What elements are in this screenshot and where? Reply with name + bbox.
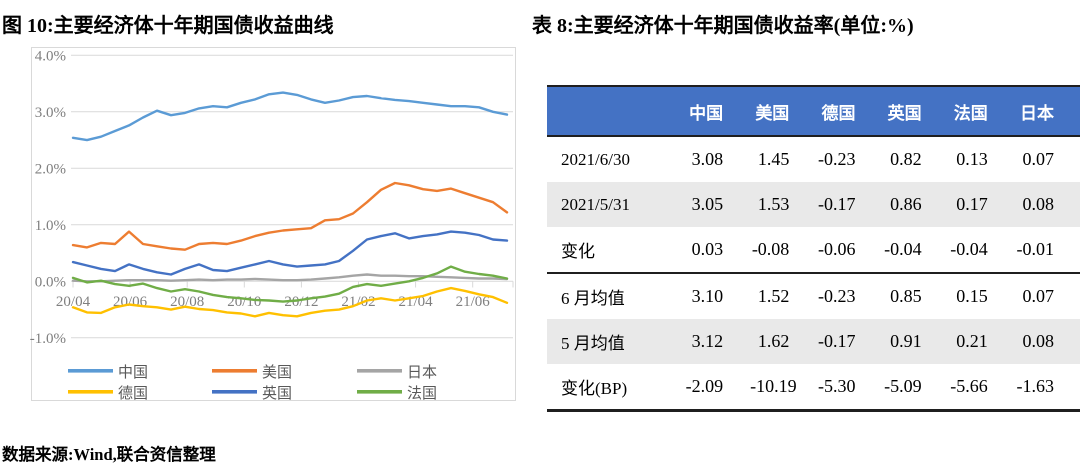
table-cell-value: -5.30 [817,376,856,396]
legend-swatch [357,369,402,373]
series-line-japan [71,273,509,283]
table-cell-value: -5.09 [884,376,922,396]
table-cell-value: 0.21 [956,331,988,351]
series-line-uk [71,230,509,276]
table-title: 表 8:主要经济体十年期国债收益率(单位:%) [532,15,914,37]
table-cell-value: 3.08 [691,149,724,169]
table-header-cell: 英国 [881,86,948,136]
table-row-label: 变化 [561,242,595,261]
table-cell-value: 0.91 [890,331,922,351]
table-cell-value: -0.08 [751,239,790,259]
y-axis-tick-label: 0.0% [35,274,66,290]
table-row: 2021/6/30 3.08 1.45 -0.23 0.82 0.13 0.07 [547,136,1080,182]
legend-item-japan: 日本 [357,364,437,381]
table-cell-value: -0.23 [817,286,856,306]
table-cell-value: -0.06 [817,239,856,259]
legend-swatch [212,369,257,373]
table-row-label: 2021/6/30 [561,149,630,169]
legend-label: 中国 [118,364,148,381]
table-cell-value: 0.15 [956,286,988,306]
table-cell-value: 1.62 [757,331,790,351]
legend-label: 德国 [118,384,148,402]
table-cell-value: -5.66 [950,376,988,396]
table-cell-value: -0.04 [884,239,922,259]
series-line-china [71,91,509,142]
table-header-cell: 美国 [749,86,816,136]
legend-label: 美国 [262,364,292,381]
legend-label: 英国 [262,384,292,402]
series-line-france [71,265,509,303]
legend-item-us: 美国 [212,364,292,381]
table-row-label: 2021/5/31 [561,194,630,214]
table-cell-value: 0.13 [956,149,988,169]
table-cell-value: -0.01 [1016,239,1055,259]
table-header-cell: 中国 [683,86,750,136]
table-corner-cell [547,86,683,136]
table-cell-value: 0.17 [956,194,988,214]
x-axis-tick-label: 21/06 [456,294,491,310]
table-cell-value: 1.45 [757,149,790,169]
table-row: 变化(BP) -2.09 -10.19 -5.30 -5.09 -5.66 -1.63 [547,364,1080,411]
table-cell-value: 0.82 [890,149,922,169]
table-cell-value: 3.05 [691,194,724,214]
yield-table: 中国 美国 德国 英国 法国 日本 2021/6/30 3.08 1.45 -0.23 0.82 0… [547,85,1080,412]
y-axis-tick-label: 2.0% [35,161,66,177]
series-line-us [71,181,509,251]
table-row: 6 月均值 3.10 1.52 -0.23 0.85 0.15 0.07 [547,273,1080,319]
table-row: 5 月均值 3.12 1.62 -0.17 0.91 0.21 0.08 [547,319,1080,364]
table-cell-value: 0.85 [890,286,922,306]
legend-swatch [68,390,113,394]
table-row: 2021/5/31 3.05 1.53 -0.17 0.86 0.17 0.08 [547,182,1080,227]
figure-title: 图 10:主要经济体十年期国债收益曲线 [2,15,334,37]
table-cell-value: -0.04 [950,239,988,259]
series-line-germany [71,286,509,318]
table-header-cell: 日本 [1013,86,1080,136]
table-row-label: 6 月均值 [561,289,625,308]
table-cell-value: 0.07 [1022,286,1055,306]
table-header-row: 中国 美国 德国 英国 法国 日本 [547,86,1080,136]
legend-swatch [212,390,257,394]
table-cell-value: -10.19 [750,376,797,396]
y-axis-tick-label: 1.0% [35,218,66,234]
table-cell-value: -0.17 [817,194,856,214]
table-row: 变化 0.03 -0.08 -0.06 -0.04 -0.04 -0.01 [547,227,1080,273]
legend-item-germany: 德国 [68,384,148,402]
table-cell-value: 0.08 [1022,194,1055,214]
legend-item-china: 中国 [68,364,148,381]
legend-label: 法国 [407,385,437,402]
table-header-cell: 法国 [947,86,1014,136]
table-cell-value: 1.52 [757,286,790,306]
bond-yield-chart: 4.0%3.0%2.0%1.0%0.0%-1.0%20/04 20/06 20/08… [30,47,516,402]
y-axis-tick-label: -1.0% [30,331,66,347]
table-cell-value: 1.53 [757,194,790,214]
x-axis-tick-label: 20/08 [170,294,204,310]
legend-swatch [68,369,113,373]
table-header-cell: 德国 [815,86,882,136]
table-cell-value: -0.23 [817,149,856,169]
yield-table-head: 中国 美国 德国 英国 法国 日本 [547,86,1080,136]
table-cell-value: 3.12 [691,331,724,351]
legend-item-uk: 英国 [212,384,292,402]
y-axis-tick-label: 4.0% [35,48,66,64]
table-cell-value: -2.09 [685,376,724,396]
chart-plot-border [31,47,516,401]
x-axis-tick-label: 20/04 [56,294,91,310]
table-row-label: 变化(BP) [561,379,628,398]
legend-item-france: 法国 [357,385,437,402]
table-cell-value: 0.07 [1022,149,1055,169]
table-cell-value: -0.17 [817,331,856,351]
yield-table-body: 2021/6/30 3.08 1.45 -0.23 0.82 0.13 0.07 2021/5… [547,136,1080,411]
data-source-note: 数据来源:Wind,联合资信整理 [2,445,216,464]
table-cell-value: 3.10 [691,286,724,306]
table-cell-value: 0.86 [890,194,922,214]
table-row-label: 5 月均值 [561,334,625,353]
legend-swatch [357,390,402,394]
table-cell-value: 0.03 [691,239,724,259]
legend-label: 日本 [407,364,437,381]
y-axis-tick-label: 3.0% [35,105,66,121]
table-cell-value: 0.08 [1022,331,1055,351]
table-cell-value: -1.63 [1016,376,1055,396]
